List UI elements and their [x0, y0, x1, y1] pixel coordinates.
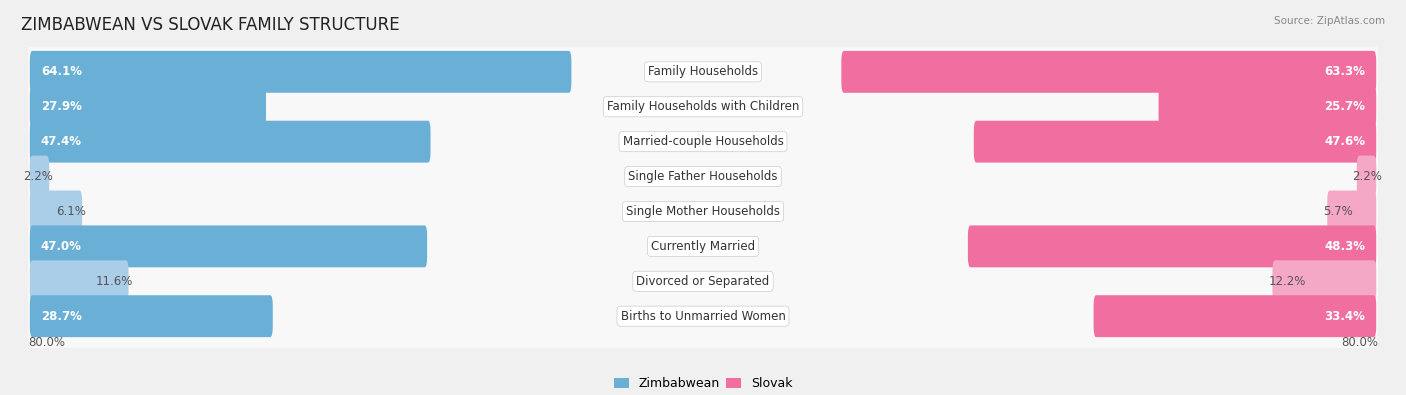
FancyBboxPatch shape [30, 51, 571, 93]
FancyBboxPatch shape [30, 121, 430, 163]
Text: 47.6%: 47.6% [1324, 135, 1365, 148]
FancyBboxPatch shape [28, 73, 1378, 141]
Text: 63.3%: 63.3% [1324, 65, 1365, 78]
FancyBboxPatch shape [974, 121, 1376, 163]
FancyBboxPatch shape [28, 107, 1378, 176]
Text: 27.9%: 27.9% [41, 100, 82, 113]
FancyBboxPatch shape [28, 38, 1378, 106]
Text: 28.7%: 28.7% [41, 310, 82, 323]
FancyBboxPatch shape [30, 190, 82, 232]
FancyBboxPatch shape [30, 295, 273, 337]
FancyBboxPatch shape [1272, 260, 1376, 302]
Text: ZIMBABWEAN VS SLOVAK FAMILY STRUCTURE: ZIMBABWEAN VS SLOVAK FAMILY STRUCTURE [21, 16, 399, 34]
FancyBboxPatch shape [30, 226, 427, 267]
Text: 12.2%: 12.2% [1268, 275, 1306, 288]
Text: 33.4%: 33.4% [1324, 310, 1365, 323]
Text: 6.1%: 6.1% [56, 205, 86, 218]
Text: 2.2%: 2.2% [24, 170, 53, 183]
Text: 80.0%: 80.0% [1341, 336, 1378, 349]
FancyBboxPatch shape [1094, 295, 1376, 337]
FancyBboxPatch shape [1159, 86, 1376, 128]
FancyBboxPatch shape [30, 156, 49, 198]
Text: Married-couple Households: Married-couple Households [623, 135, 783, 148]
Text: Divorced or Separated: Divorced or Separated [637, 275, 769, 288]
Text: 5.7%: 5.7% [1323, 205, 1353, 218]
Text: 47.4%: 47.4% [41, 135, 82, 148]
Legend: Zimbabwean, Slovak: Zimbabwean, Slovak [609, 372, 797, 395]
Text: Family Households with Children: Family Households with Children [607, 100, 799, 113]
Text: Family Households: Family Households [648, 65, 758, 78]
FancyBboxPatch shape [30, 86, 266, 128]
FancyBboxPatch shape [1327, 190, 1376, 232]
FancyBboxPatch shape [28, 247, 1378, 316]
FancyBboxPatch shape [28, 282, 1378, 350]
FancyBboxPatch shape [30, 260, 128, 302]
Text: Births to Unmarried Women: Births to Unmarried Women [620, 310, 786, 323]
FancyBboxPatch shape [28, 212, 1378, 280]
Text: 11.6%: 11.6% [96, 275, 132, 288]
Text: 48.3%: 48.3% [1324, 240, 1365, 253]
Text: 80.0%: 80.0% [28, 336, 65, 349]
Text: Single Mother Households: Single Mother Households [626, 205, 780, 218]
FancyBboxPatch shape [1357, 156, 1376, 198]
Text: 64.1%: 64.1% [41, 65, 82, 78]
FancyBboxPatch shape [841, 51, 1376, 93]
Text: 47.0%: 47.0% [41, 240, 82, 253]
Text: 2.2%: 2.2% [1353, 170, 1382, 183]
Text: Source: ZipAtlas.com: Source: ZipAtlas.com [1274, 16, 1385, 26]
FancyBboxPatch shape [28, 142, 1378, 211]
Text: Single Father Households: Single Father Households [628, 170, 778, 183]
FancyBboxPatch shape [28, 177, 1378, 246]
FancyBboxPatch shape [967, 226, 1376, 267]
Text: 25.7%: 25.7% [1324, 100, 1365, 113]
Text: Currently Married: Currently Married [651, 240, 755, 253]
